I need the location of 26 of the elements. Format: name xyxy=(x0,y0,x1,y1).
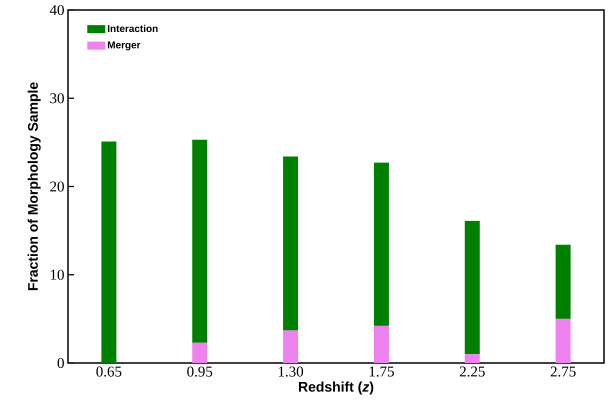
bar xyxy=(556,318,571,363)
x-axis-title: Redshift (z) xyxy=(298,382,374,395)
x-tick-label: 1.30 xyxy=(278,366,304,377)
legend-label: Interaction xyxy=(108,24,158,32)
bar xyxy=(283,330,298,363)
x-tick-label: 0.95 xyxy=(187,366,212,377)
bar xyxy=(556,244,571,319)
bar xyxy=(374,162,389,326)
bar xyxy=(464,354,480,363)
bar xyxy=(192,140,208,343)
bar xyxy=(101,141,116,363)
y-tick-label: 0 xyxy=(58,358,64,368)
x-tick-label: 0.65 xyxy=(96,366,122,377)
y-axis-title: Fraction of Morphology Sample xyxy=(28,82,41,290)
y-tick-label: 40 xyxy=(50,4,64,16)
x-tick-label: 1.75 xyxy=(370,366,394,377)
bar xyxy=(464,220,480,354)
y-tick-label: 30 xyxy=(50,93,64,104)
x-tick-label: 2.75 xyxy=(550,366,576,377)
y-tick-label: 10 xyxy=(50,270,64,280)
bar xyxy=(374,326,389,363)
bar xyxy=(192,342,208,363)
bar xyxy=(283,156,298,330)
legend-label: Merger xyxy=(108,41,140,50)
x-tick-label: 2.25 xyxy=(460,366,485,377)
y-tick-label: 20 xyxy=(50,181,64,192)
